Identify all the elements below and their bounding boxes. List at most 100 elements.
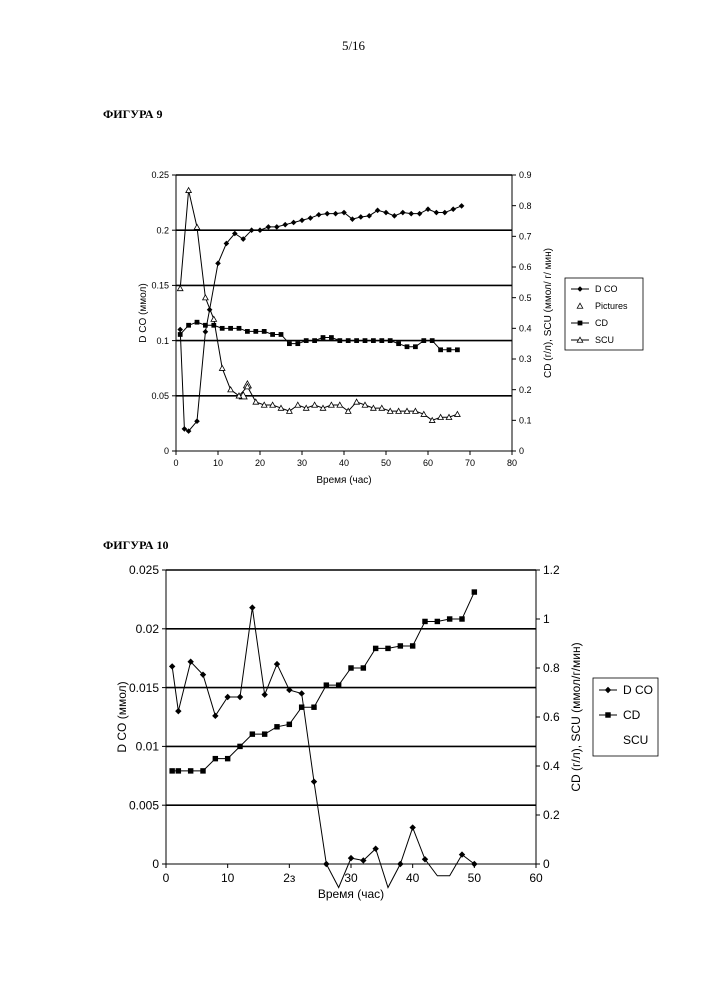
y-tick-label-right: 0.4 <box>519 323 532 333</box>
point-cd <box>304 338 309 343</box>
point-cd <box>312 338 317 343</box>
figure-10-chart: 00.0050.010.0150.020.02500.20.40.60.811.… <box>0 550 707 930</box>
y-tick-label-right: 0.6 <box>543 710 560 724</box>
point-cd <box>405 344 410 349</box>
point-cd <box>379 338 384 343</box>
y-axis-label-right: CD (г/л), SCU (ммол/г/мин) <box>569 642 583 791</box>
point-cd <box>438 347 443 352</box>
y-tick-label-right: 1 <box>543 612 550 626</box>
point-cd <box>371 338 376 343</box>
point-cd <box>413 344 418 349</box>
y-tick-label-left: 0.1 <box>156 336 169 346</box>
point-scu <box>194 224 200 229</box>
point-d-co <box>324 211 330 217</box>
point-d-co <box>323 861 329 867</box>
y-tick-label-right: 1.2 <box>543 563 560 577</box>
point-cd <box>373 646 378 651</box>
point-cd <box>200 768 205 773</box>
x-tick-label: 10 <box>221 871 235 885</box>
legend-marker-cd <box>578 321 583 326</box>
point-d-co <box>442 210 448 216</box>
point-cd <box>237 326 242 331</box>
point-cd <box>274 724 279 729</box>
point-cd <box>472 589 477 594</box>
legend-marker-cd <box>605 712 610 717</box>
legend-label-d-co: D CO <box>623 683 653 697</box>
point-d-co <box>425 206 431 212</box>
point-d-co <box>298 690 304 696</box>
point-cd <box>287 341 292 346</box>
y-tick-label-right: 0 <box>519 446 524 456</box>
point-d-co <box>266 224 272 230</box>
point-d-co <box>366 213 372 219</box>
point-d-co <box>383 210 389 216</box>
point-d-co <box>311 778 317 784</box>
point-d-co <box>434 210 440 216</box>
y-tick-label-right: 0.8 <box>543 661 560 675</box>
point-d-co <box>175 708 181 714</box>
point-scu <box>295 402 301 407</box>
point-cd <box>336 682 341 687</box>
point-d-co <box>392 213 398 219</box>
x-tick-label: 80 <box>507 458 517 468</box>
point-d-co <box>408 211 414 217</box>
y-tick-label-right: 0.6 <box>519 262 532 272</box>
point-cd <box>398 643 403 648</box>
x-tick-label: 50 <box>468 871 482 885</box>
point-d-co <box>274 224 280 230</box>
point-cd <box>435 619 440 624</box>
point-scu <box>186 188 192 193</box>
x-axis-label: Время (час) <box>316 475 371 486</box>
point-cd <box>354 338 359 343</box>
point-d-co <box>224 694 230 700</box>
point-cd <box>324 682 329 687</box>
y-tick-label-left: 0.015 <box>129 681 159 695</box>
point-d-co <box>274 661 280 667</box>
point-d-co <box>299 217 305 223</box>
point-cd <box>348 665 353 670</box>
y-tick-label-right: 0.1 <box>519 415 532 425</box>
point-d-co <box>282 222 288 228</box>
point-cd <box>169 768 174 773</box>
point-cd <box>447 616 452 621</box>
series-line-d-co <box>172 608 474 888</box>
x-tick-label: 10 <box>213 458 223 468</box>
point-cd <box>203 323 208 328</box>
point-cd <box>178 332 183 337</box>
legend-label-cd: CD <box>595 318 608 328</box>
x-tick-label: 60 <box>529 871 543 885</box>
y-tick-label-left: 0.05 <box>151 391 169 401</box>
point-cd <box>253 329 258 334</box>
point-d-co <box>291 220 297 226</box>
y-tick-label-right: 0.2 <box>543 808 560 822</box>
x-tick-label: 50 <box>381 458 391 468</box>
point-cd <box>220 326 225 331</box>
y-tick-label-left: 0.005 <box>129 798 159 812</box>
point-cd <box>186 323 191 328</box>
x-tick-label: 0 <box>173 458 178 468</box>
point-cd <box>459 616 464 621</box>
point-cd <box>225 756 230 761</box>
point-d-co <box>409 824 415 830</box>
point-cd <box>262 731 267 736</box>
point-d-co <box>249 604 255 610</box>
page-number: 5/16 <box>0 38 707 54</box>
y-tick-label-left: 0.15 <box>151 281 169 291</box>
x-tick-label: 2з <box>283 871 296 885</box>
point-scu <box>455 411 461 416</box>
y-tick-label-right: 0.2 <box>519 385 532 395</box>
point-cd <box>447 347 452 352</box>
y-tick-label-left: 0.025 <box>129 563 159 577</box>
point-d-co <box>358 214 364 220</box>
point-scu <box>253 399 259 404</box>
x-tick-label: 0 <box>163 871 170 885</box>
point-cd <box>295 341 300 346</box>
point-cd <box>195 320 200 325</box>
point-cd <box>321 335 326 340</box>
point-scu <box>177 286 183 291</box>
y-tick-label-left: 0.2 <box>156 225 169 235</box>
point-cd <box>299 704 304 709</box>
x-tick-label: 30 <box>344 871 358 885</box>
x-axis-label: Время (час) <box>318 887 384 901</box>
point-cd <box>329 335 334 340</box>
